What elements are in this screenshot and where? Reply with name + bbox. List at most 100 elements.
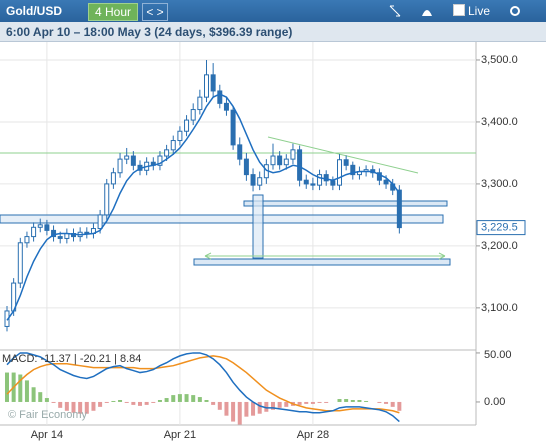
histogram-bar <box>98 401 103 407</box>
histogram-bar <box>24 380 29 402</box>
histogram-bar <box>51 401 56 403</box>
draw-icon[interactable] <box>388 4 402 18</box>
histogram-bar <box>317 401 322 403</box>
candle-body <box>37 224 43 228</box>
histogram-bar <box>310 401 315 404</box>
histogram-bar <box>184 394 189 402</box>
histogram-bar <box>337 399 342 402</box>
histogram-bar <box>191 395 196 402</box>
histogram-bar <box>84 401 89 414</box>
histogram-bar <box>171 395 176 402</box>
candle-body <box>383 179 389 185</box>
histogram-bar <box>204 400 209 402</box>
histogram-bar <box>264 401 269 412</box>
y-tick-label: 3,100.0 <box>481 302 518 314</box>
live-label: Live <box>468 4 491 18</box>
histogram-bar <box>124 401 129 403</box>
candle-body <box>57 236 63 239</box>
candle-body <box>51 229 57 238</box>
candle-body <box>97 214 103 230</box>
histogram-bar <box>78 401 83 414</box>
histogram-bar <box>211 401 216 405</box>
histogram-bar <box>251 401 256 416</box>
timeframe-button[interactable]: 4 Hour <box>88 3 138 21</box>
candle-body <box>237 144 243 160</box>
histogram-bar <box>271 401 275 410</box>
candle-body <box>124 155 130 160</box>
candle-body <box>104 183 110 216</box>
zone <box>0 214 444 224</box>
live-toggle[interactable]: Live <box>453 3 490 19</box>
histogram-bar <box>131 401 136 405</box>
histogram-bar <box>324 401 329 403</box>
candle-body <box>270 155 276 166</box>
histogram-bar <box>104 401 109 403</box>
histogram-bar <box>284 401 289 407</box>
candle-body <box>297 149 303 181</box>
x-tick-label: Apr 14 <box>31 429 63 441</box>
histogram-bar <box>44 398 49 402</box>
histogram-bar <box>18 374 23 402</box>
macd-label: MACD: -11.37 | -20.21 | 8.84 <box>2 353 141 365</box>
candle-body <box>197 96 203 111</box>
candle-body <box>223 102 229 111</box>
candle-body <box>24 236 30 244</box>
candle-body <box>130 155 136 166</box>
histogram-bar <box>177 394 182 402</box>
candle-body <box>230 109 236 146</box>
histogram-bar <box>71 401 76 413</box>
nav-arrows[interactable]: < > <box>142 3 168 21</box>
histogram-bar <box>237 401 242 425</box>
candle-body <box>350 164 356 176</box>
watermark: © Fair Economy <box>8 409 88 421</box>
user-drawings <box>0 136 476 266</box>
candle-body <box>337 159 342 186</box>
histogram-bar <box>364 400 369 402</box>
candle-body <box>396 189 402 229</box>
last-price-label: 3,229.5 <box>481 222 518 234</box>
zone <box>193 258 451 266</box>
toolbar: Gold/USD 4 Hour < > Live <box>0 0 546 22</box>
histogram-bar <box>91 401 96 411</box>
trend-line <box>267 136 419 174</box>
histogram-bar <box>244 401 249 417</box>
candle-body <box>317 174 323 186</box>
y-tick-label: 50.00 <box>484 349 512 361</box>
x-tick-label: Apr 28 <box>297 429 329 441</box>
candle-body <box>31 226 37 238</box>
candle-body <box>283 158 289 166</box>
histogram-bar <box>344 399 349 402</box>
theme-icon[interactable] <box>420 4 434 18</box>
candle-body <box>343 159 349 166</box>
candle-body <box>184 119 190 132</box>
histogram-bar <box>197 397 202 402</box>
candle-body <box>117 158 123 174</box>
histogram-bar <box>144 401 149 405</box>
histogram-bar <box>64 401 69 411</box>
symbol: Gold/USD <box>6 4 62 18</box>
candle-body <box>310 183 316 186</box>
settings-icon[interactable] <box>508 4 522 18</box>
range-bar: 6:00 Apr 10 – 18:00 May 3 (24 days, $396… <box>0 22 546 42</box>
candle-body <box>177 130 183 142</box>
measure-bar <box>252 194 264 259</box>
histogram-bar <box>217 401 222 410</box>
candle-body <box>257 177 263 186</box>
candle-body <box>157 155 163 166</box>
histogram-bar <box>304 401 309 404</box>
macd-line <box>6 352 400 423</box>
candle-body <box>204 74 209 98</box>
axis-panel <box>476 42 546 445</box>
histogram-bar <box>377 401 382 403</box>
histogram-bar <box>38 392 43 402</box>
candle-body <box>243 158 249 176</box>
histogram-bar <box>231 401 236 422</box>
y-tick-label: 0.00 <box>484 396 505 408</box>
histogram-bar <box>58 401 63 408</box>
candle-body <box>290 149 296 160</box>
histogram-bar <box>350 400 355 402</box>
histogram-bar <box>164 398 169 402</box>
histogram-bar <box>357 400 362 402</box>
